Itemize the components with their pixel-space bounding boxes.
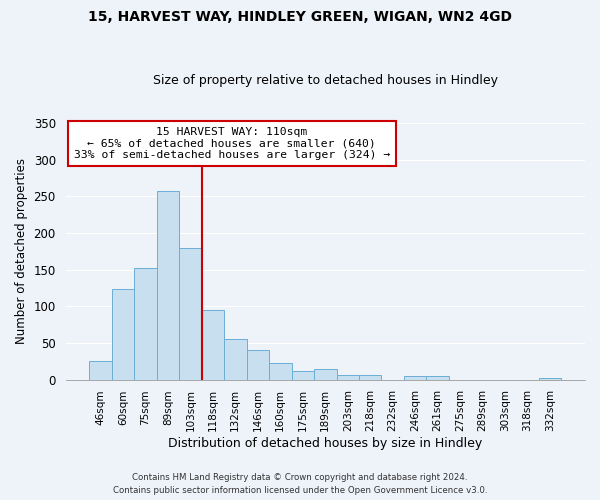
Text: 15, HARVEST WAY, HINDLEY GREEN, WIGAN, WN2 4GD: 15, HARVEST WAY, HINDLEY GREEN, WIGAN, W… <box>88 10 512 24</box>
Bar <box>179 248 202 380</box>
Bar <box>202 310 224 380</box>
Y-axis label: Number of detached properties: Number of detached properties <box>15 158 28 344</box>
Text: Contains HM Land Registry data © Crown copyright and database right 2024.
Contai: Contains HM Land Registry data © Crown c… <box>113 474 487 495</box>
Bar <box>292 371 314 380</box>
Bar <box>269 364 292 380</box>
Bar <box>112 290 134 380</box>
Text: 15 HARVEST WAY: 110sqm
← 65% of detached houses are smaller (640)
33% of semi-de: 15 HARVEST WAY: 110sqm ← 65% of detached… <box>74 126 390 160</box>
Title: Size of property relative to detached houses in Hindley: Size of property relative to detached ho… <box>153 74 498 87</box>
Bar <box>247 350 269 380</box>
Bar <box>359 375 382 380</box>
Bar <box>404 376 427 380</box>
Bar <box>224 340 247 380</box>
Bar <box>337 375 359 380</box>
X-axis label: Distribution of detached houses by size in Hindley: Distribution of detached houses by size … <box>168 437 482 450</box>
Bar <box>314 370 337 380</box>
Bar <box>427 376 449 380</box>
Bar <box>89 362 112 380</box>
Bar <box>134 268 157 380</box>
Bar <box>157 191 179 380</box>
Bar <box>539 378 562 380</box>
